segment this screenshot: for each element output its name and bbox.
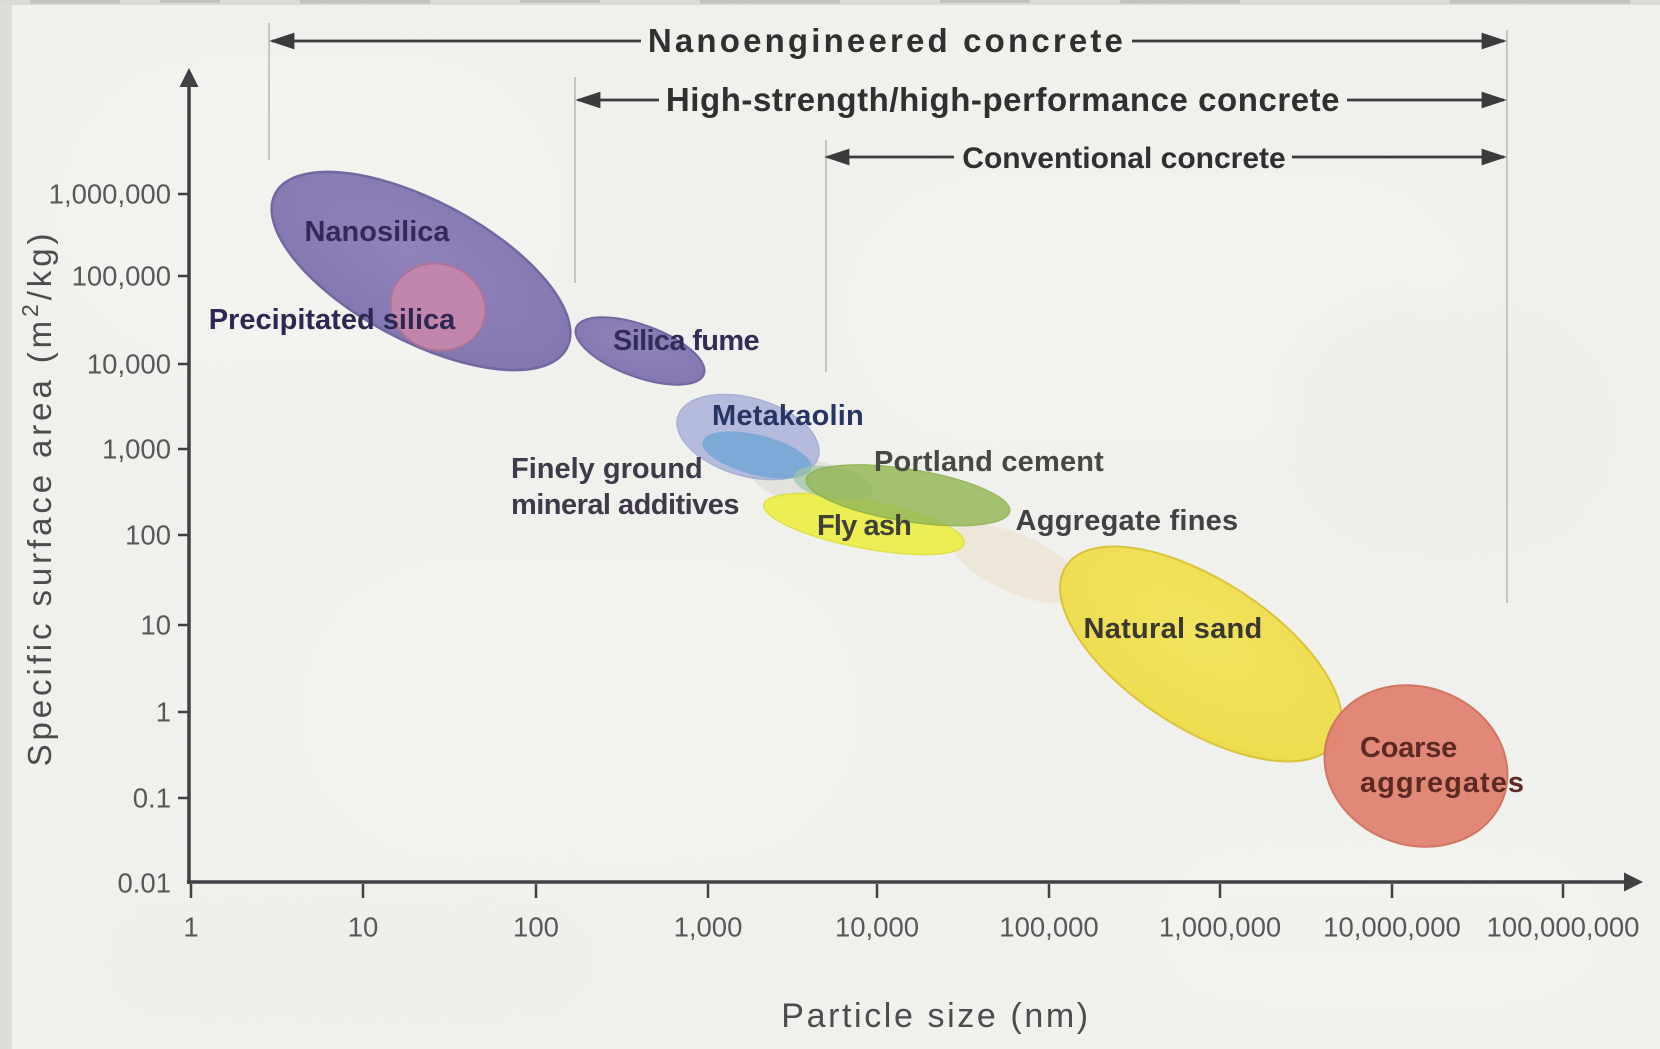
svg-text:Aggregate fines: Aggregate fines [1016,505,1239,537]
svg-text:Finely ground: Finely ground [511,453,703,485]
svg-text:10,000,000: 10,000,000 [1323,912,1461,943]
svg-text:10,000: 10,000 [835,912,919,943]
svg-text:100,000,000: 100,000,000 [1487,912,1640,943]
svg-text:10: 10 [140,610,171,641]
svg-text:mineral additives: mineral additives [511,489,739,521]
svg-text:100,000: 100,000 [72,261,171,292]
svg-text:100,000: 100,000 [999,912,1098,943]
svg-text:Precipitated silica: Precipitated silica [209,304,456,336]
svg-text:1: 1 [183,912,198,943]
svg-text:Particle size (nm): Particle size (nm) [781,997,1090,1035]
svg-text:1,000,000: 1,000,000 [49,179,171,210]
svg-text:10,000: 10,000 [87,349,171,380]
svg-text:Metakaolin: Metakaolin [712,400,864,432]
svg-text:Nanoengineered concrete: Nanoengineered concrete [648,22,1126,59]
svg-text:Specific surface area (m2/kg): Specific surface area (m2/kg) [17,230,58,767]
svg-text:10: 10 [348,912,379,943]
svg-text:1: 1 [156,697,171,728]
svg-text:Natural sand: Natural sand [1083,613,1262,645]
svg-text:100: 100 [125,520,171,551]
svg-text:1,000: 1,000 [674,912,743,943]
svg-text:Coarse: Coarse [1360,732,1457,764]
svg-text:100: 100 [513,912,559,943]
svg-text:0.1: 0.1 [133,783,171,814]
svg-text:Fly ash: Fly ash [817,510,911,542]
svg-text:Portland cement: Portland cement [874,446,1104,478]
svg-text:1,000: 1,000 [102,434,171,465]
svg-text:Nanosilica: Nanosilica [304,216,450,248]
svg-text:1,000,000: 1,000,000 [1159,912,1281,943]
svg-text:Silica fume: Silica fume [613,325,759,357]
svg-text:aggregates: aggregates [1360,767,1525,799]
svg-text:High-strength/high-performance: High-strength/high-performance concrete [666,81,1340,118]
svg-text:Conventional concrete: Conventional concrete [962,142,1285,175]
svg-text:0.01: 0.01 [117,868,171,899]
